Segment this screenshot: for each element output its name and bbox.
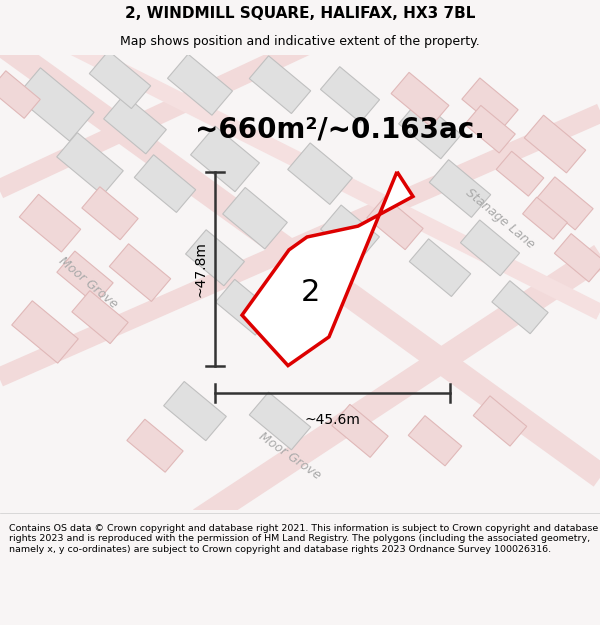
Polygon shape <box>82 187 138 240</box>
Polygon shape <box>473 396 527 446</box>
Polygon shape <box>523 197 568 239</box>
Polygon shape <box>242 172 413 366</box>
Polygon shape <box>367 197 423 249</box>
Polygon shape <box>429 159 491 218</box>
Polygon shape <box>57 132 123 195</box>
Polygon shape <box>57 251 113 304</box>
Polygon shape <box>320 205 379 261</box>
Polygon shape <box>215 279 275 335</box>
Text: Stanage Lane: Stanage Lane <box>463 186 537 251</box>
Text: Moor Grove: Moor Grove <box>56 254 120 311</box>
Polygon shape <box>398 99 461 159</box>
Polygon shape <box>223 188 287 249</box>
Polygon shape <box>167 54 232 115</box>
Text: 2: 2 <box>301 278 320 307</box>
Polygon shape <box>460 220 520 276</box>
Polygon shape <box>16 68 94 141</box>
Polygon shape <box>12 301 78 363</box>
Polygon shape <box>492 281 548 334</box>
Polygon shape <box>249 56 311 114</box>
Polygon shape <box>249 392 311 450</box>
Polygon shape <box>164 381 226 441</box>
Polygon shape <box>409 239 471 296</box>
Polygon shape <box>391 72 449 127</box>
Polygon shape <box>109 244 171 301</box>
Polygon shape <box>72 291 128 344</box>
Polygon shape <box>496 151 544 196</box>
Polygon shape <box>332 404 388 458</box>
Polygon shape <box>287 143 352 204</box>
Polygon shape <box>0 71 40 118</box>
Polygon shape <box>104 94 166 154</box>
Text: ~47.8m: ~47.8m <box>194 241 208 297</box>
Polygon shape <box>191 126 259 192</box>
Polygon shape <box>462 78 518 131</box>
Text: Map shows position and indicative extent of the property.: Map shows position and indicative extent… <box>120 35 480 48</box>
Polygon shape <box>524 115 586 173</box>
Polygon shape <box>19 194 81 252</box>
Polygon shape <box>408 416 462 466</box>
Polygon shape <box>320 67 380 122</box>
Text: 2, WINDMILL SQUARE, HALIFAX, HX3 7BL: 2, WINDMILL SQUARE, HALIFAX, HX3 7BL <box>125 6 475 21</box>
Text: Moor Grove: Moor Grove <box>257 429 323 482</box>
Polygon shape <box>185 230 244 286</box>
Text: Contains OS data © Crown copyright and database right 2021. This information is : Contains OS data © Crown copyright and d… <box>9 524 598 554</box>
Polygon shape <box>554 234 600 282</box>
Text: ~45.6m: ~45.6m <box>305 413 361 427</box>
Text: ~660m²/~0.163ac.: ~660m²/~0.163ac. <box>195 115 485 143</box>
Polygon shape <box>134 155 196 212</box>
Polygon shape <box>127 419 183 472</box>
Polygon shape <box>537 177 593 230</box>
Polygon shape <box>89 51 151 109</box>
Polygon shape <box>465 106 515 153</box>
